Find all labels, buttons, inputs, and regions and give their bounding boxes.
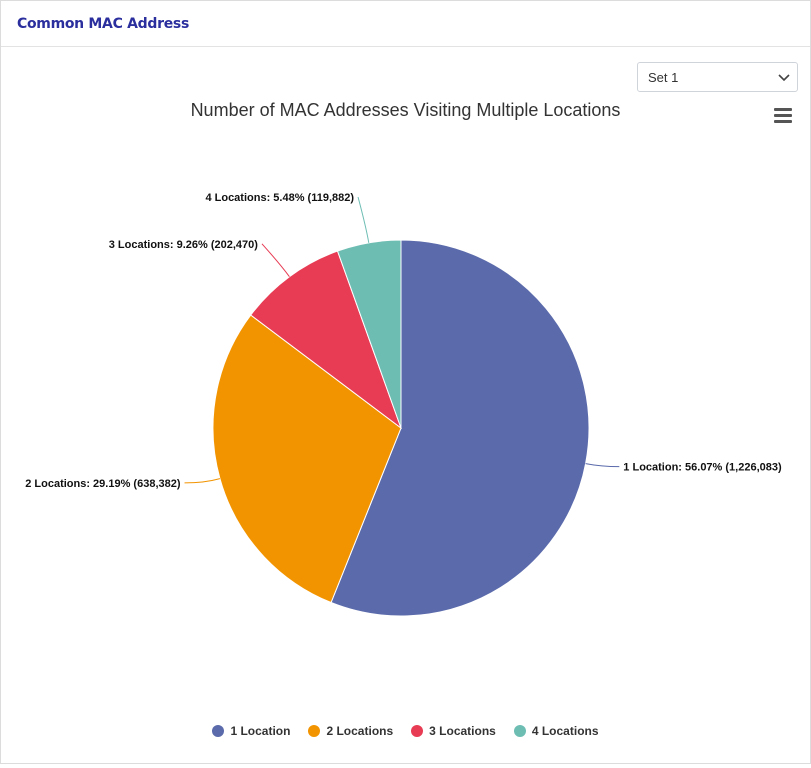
data-label-1: 1 Location: 56.07% (1,226,083) [623, 462, 782, 474]
chart-title: Number of MAC Addresses Visiting Multipl… [190, 100, 621, 120]
connector-line-3 [261, 243, 290, 277]
legend-label: 1 Location [230, 724, 291, 738]
legend-label: 2 Locations [326, 724, 394, 738]
legend-marker [411, 725, 424, 737]
legend-item-2[interactable]: 2 Locations [308, 724, 393, 738]
pie-slice-4[interactable] [336, 239, 402, 429]
chevron-down-icon [778, 74, 790, 82]
card-title: Common MAC Address [17, 16, 189, 32]
legend-label: 3 Locations [429, 724, 496, 738]
legend-marker [308, 725, 321, 737]
card-header: Common MAC Address [1, 1, 810, 47]
legend-item-3[interactable]: 3 Locations [411, 724, 496, 738]
connector-line-4 [357, 196, 370, 243]
data-label-4: 4 Locations: 5.48% (119,882) [205, 192, 354, 204]
data-label-2: 2 Locations: 29.19% (638,382) [25, 478, 181, 490]
legend-item-1[interactable]: 1 Location [212, 724, 290, 738]
chart-legend: 1 Location 2 Locations 3 Locations 4 Locati… [0, 724, 811, 738]
pie-slice-1[interactable] [330, 239, 590, 617]
pie-slice-3[interactable] [250, 250, 403, 430]
set-select-value: Set 1 [648, 70, 679, 85]
hamburger-menu-icon[interactable] [774, 108, 792, 124]
legend-label: 4 Locations [531, 724, 599, 738]
connector-line-2 [184, 478, 221, 484]
data-label-3: 3 Locations: 9.26% (202,470) [109, 239, 259, 251]
legend-marker [212, 725, 225, 737]
legend-item-4[interactable]: 4 Locations [513, 724, 599, 738]
set-select[interactable]: Set 1 [637, 62, 798, 92]
legend-marker [513, 725, 526, 737]
connector-line-1 [585, 463, 620, 468]
pie-slice-2[interactable] [212, 314, 402, 604]
